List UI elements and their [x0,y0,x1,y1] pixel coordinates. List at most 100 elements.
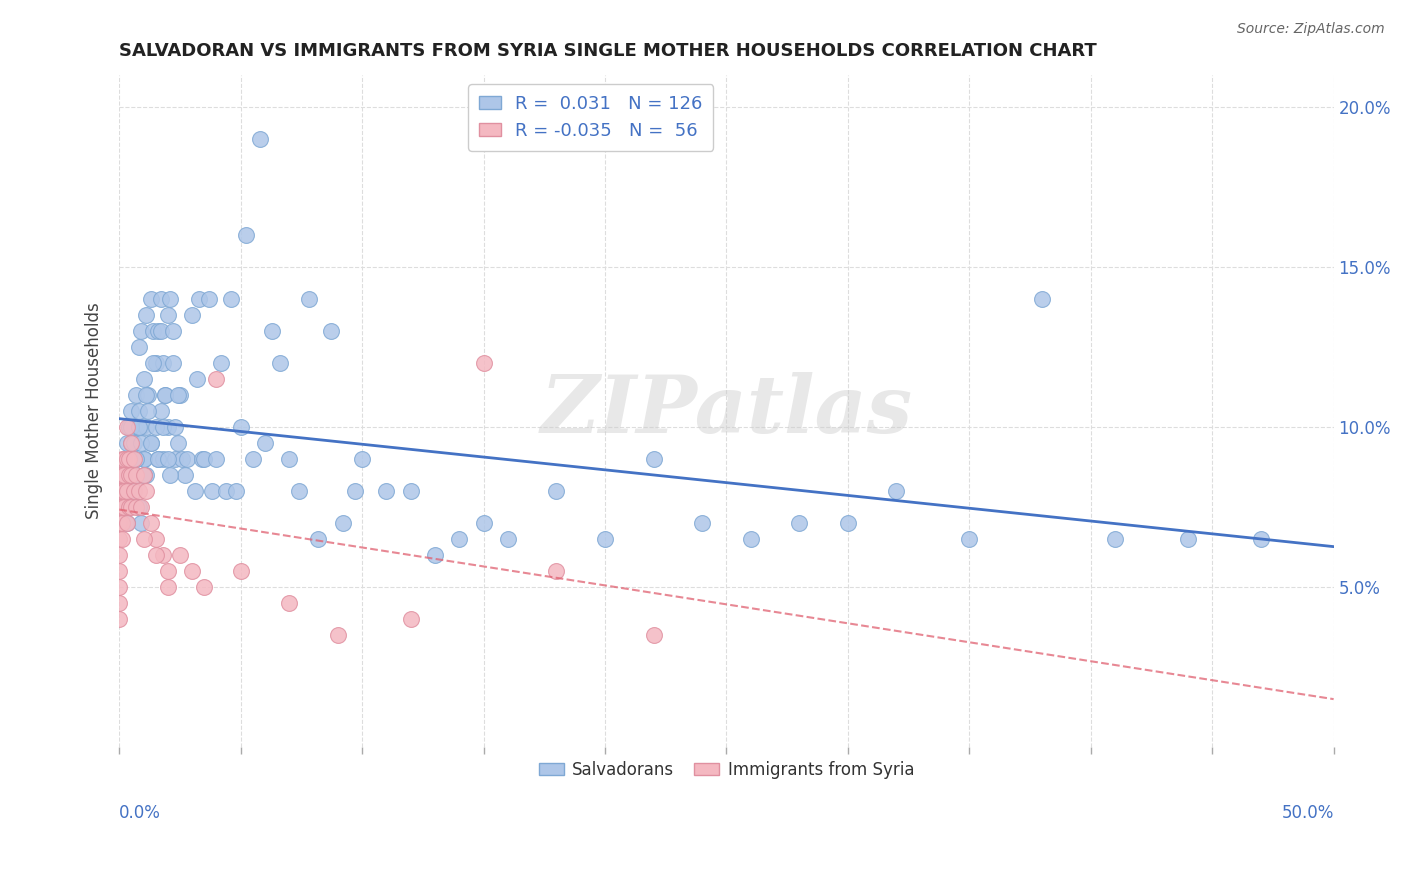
Point [118,420,141,434]
Point [135,308,157,322]
Point [319,324,342,338]
Point [145,356,167,370]
Point [249,132,271,146]
Point [115,435,138,450]
Point [139,516,162,530]
Point [225,483,247,498]
Text: 0.0%: 0.0% [120,805,162,822]
Point [120,435,142,450]
Point [111,483,134,498]
Point [120,467,142,482]
Point [149,292,172,306]
Text: Source: ZipAtlas.com: Source: ZipAtlas.com [1237,22,1385,37]
Point [138,388,160,402]
Point [115,483,138,498]
Point [1250,532,1272,546]
Point [135,467,157,482]
Point [375,483,398,498]
Point [162,356,184,370]
Point [118,451,141,466]
Point [108,500,131,514]
Point [145,532,167,546]
Point [128,483,150,498]
Y-axis label: Single Mother Households: Single Mother Households [86,302,103,519]
Point [118,451,141,466]
Point [155,388,177,402]
Point [139,435,162,450]
Point [215,483,238,498]
Point [156,420,179,434]
Point [159,292,181,306]
Point [156,308,179,322]
Point [200,483,222,498]
Point [156,451,179,466]
Point [108,516,131,530]
Point [125,500,148,514]
Point [191,451,214,466]
Point [108,483,131,498]
Point [115,516,138,530]
Point [112,467,135,482]
Point [278,596,301,610]
Point [111,532,134,546]
Point [546,564,568,578]
Point [152,420,174,434]
Point [145,548,167,562]
Point [242,451,264,466]
Point [176,451,198,466]
Point [546,483,568,498]
Point [122,451,145,466]
Point [132,467,155,482]
Point [129,420,152,434]
Point [1104,532,1126,546]
Point [472,516,495,530]
Point [120,420,142,434]
Point [128,340,150,354]
Point [118,451,141,466]
Point [690,516,713,530]
Point [112,483,135,498]
Point [165,451,187,466]
Point [740,532,762,546]
Point [957,532,980,546]
Point [111,467,134,482]
Point [146,451,169,466]
Point [118,420,141,434]
Point [125,420,148,434]
Point [162,324,184,338]
Point [1031,292,1053,306]
Point [399,483,422,498]
Point [198,292,221,306]
Point [132,532,155,546]
Point [152,548,174,562]
Point [472,356,495,370]
Point [173,467,195,482]
Point [139,435,162,450]
Point [159,467,181,482]
Point [120,404,142,418]
Point [166,388,188,402]
Point [156,580,179,594]
Point [115,500,138,514]
Point [120,451,142,466]
Point [181,308,204,322]
Point [108,580,131,594]
Point [129,516,152,530]
Point [111,516,134,530]
Point [343,483,366,498]
Point [152,451,174,466]
Point [132,372,155,386]
Point [122,420,145,434]
Point [112,483,135,498]
Point [789,516,811,530]
Point [205,372,228,386]
Point [288,483,311,498]
Point [172,451,194,466]
Point [129,435,152,450]
Point [423,548,446,562]
Point [125,467,148,482]
Point [135,483,157,498]
Point [169,388,191,402]
Point [399,612,422,626]
Point [152,356,174,370]
